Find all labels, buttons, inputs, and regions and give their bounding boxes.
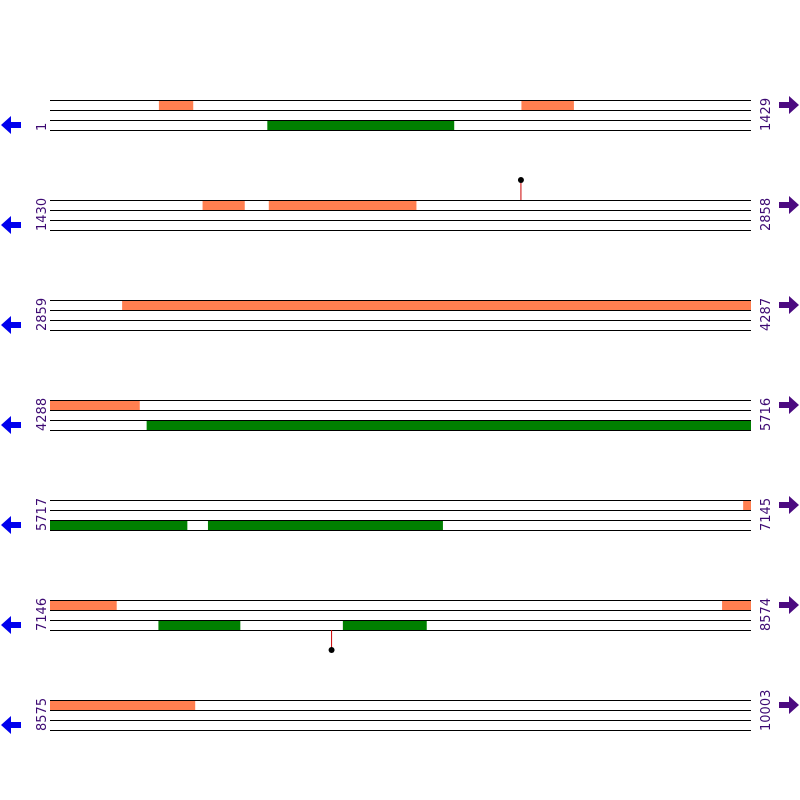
forward-feature-bar — [268, 201, 417, 210]
arrow-left-icon[interactable] — [1, 616, 21, 634]
row-end-label: 1429 — [759, 98, 774, 131]
reverse-feature-bar — [158, 621, 241, 630]
row-end-label: 2858 — [759, 198, 774, 231]
arrow-right-icon[interactable] — [779, 396, 799, 414]
row-start-label: 4288 — [35, 398, 50, 431]
reverse-feature-bar — [267, 121, 455, 130]
arrow-right-icon[interactable] — [779, 196, 799, 214]
row-start-label: 7146 — [35, 598, 50, 631]
row-end-label: 10003 — [759, 690, 774, 731]
arrow-right-icon[interactable] — [779, 296, 799, 314]
arrow-left-icon[interactable] — [1, 716, 21, 734]
row-end-label: 7145 — [759, 498, 774, 531]
arrow-right-icon[interactable] — [779, 496, 799, 514]
forward-feature-bar — [50, 701, 196, 710]
arrow-left-icon[interactable] — [1, 216, 21, 234]
forward-feature-bar — [50, 601, 117, 610]
arrow-right-icon[interactable] — [779, 596, 799, 614]
arrow-right-icon[interactable] — [779, 96, 799, 114]
forward-feature-bar — [202, 201, 245, 210]
forward-feature-bar — [158, 101, 194, 110]
reverse-feature-bar — [342, 621, 427, 630]
reverse-feature-bar — [207, 521, 443, 530]
marker-dot — [328, 647, 335, 653]
forward-feature-bar — [50, 401, 140, 410]
row-start-label: 8575 — [35, 698, 50, 731]
arrow-left-icon[interactable] — [1, 416, 21, 434]
arrow-left-icon[interactable] — [1, 516, 21, 534]
row-start-label: 2859 — [35, 298, 50, 331]
row-start-label: 1430 — [35, 198, 50, 231]
forward-feature-bar — [743, 501, 751, 510]
forward-feature-bar — [722, 601, 751, 610]
arrow-left-icon[interactable] — [1, 316, 21, 334]
reverse-feature-bar — [146, 421, 751, 430]
row-start-label: 1 — [35, 123, 50, 131]
row-end-label: 8574 — [759, 598, 774, 631]
arrow-right-icon[interactable] — [779, 696, 799, 714]
row-end-label: 5716 — [759, 398, 774, 431]
reverse-feature-bar — [50, 521, 188, 530]
arrow-left-icon[interactable] — [1, 116, 21, 134]
row-end-label: 4287 — [759, 298, 774, 331]
forward-feature-bar — [521, 101, 574, 110]
marker-dot — [517, 177, 524, 183]
forward-feature-bar — [122, 301, 751, 310]
row-start-label: 5717 — [35, 498, 50, 531]
